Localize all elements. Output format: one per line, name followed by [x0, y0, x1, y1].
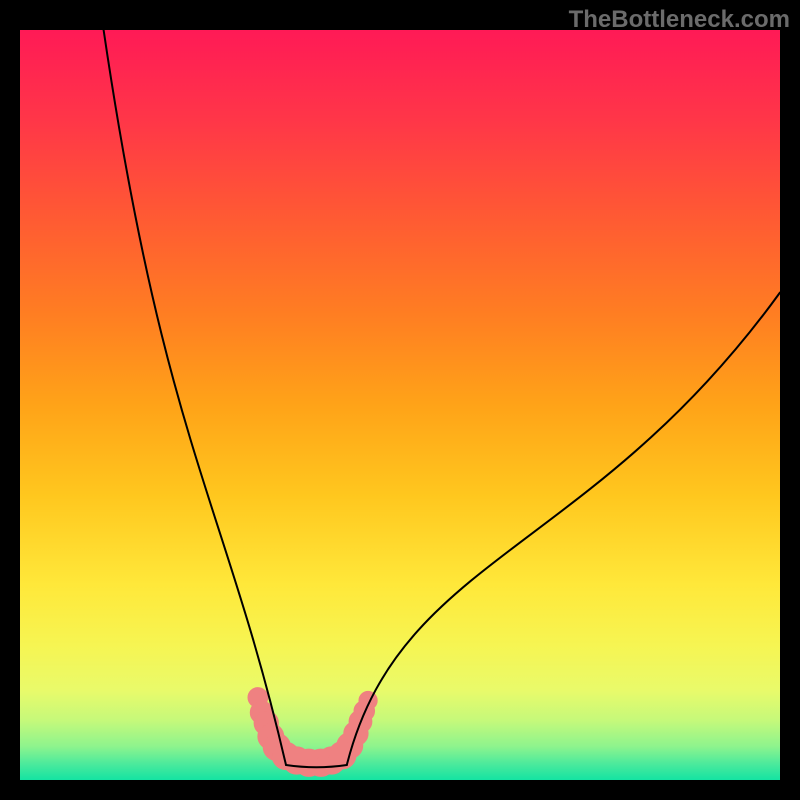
gradient-background — [20, 30, 780, 780]
plot-area — [20, 30, 780, 780]
plot-svg — [20, 30, 780, 780]
stage: TheBottleneck.com — [0, 0, 800, 800]
watermark: TheBottleneck.com — [569, 6, 790, 34]
